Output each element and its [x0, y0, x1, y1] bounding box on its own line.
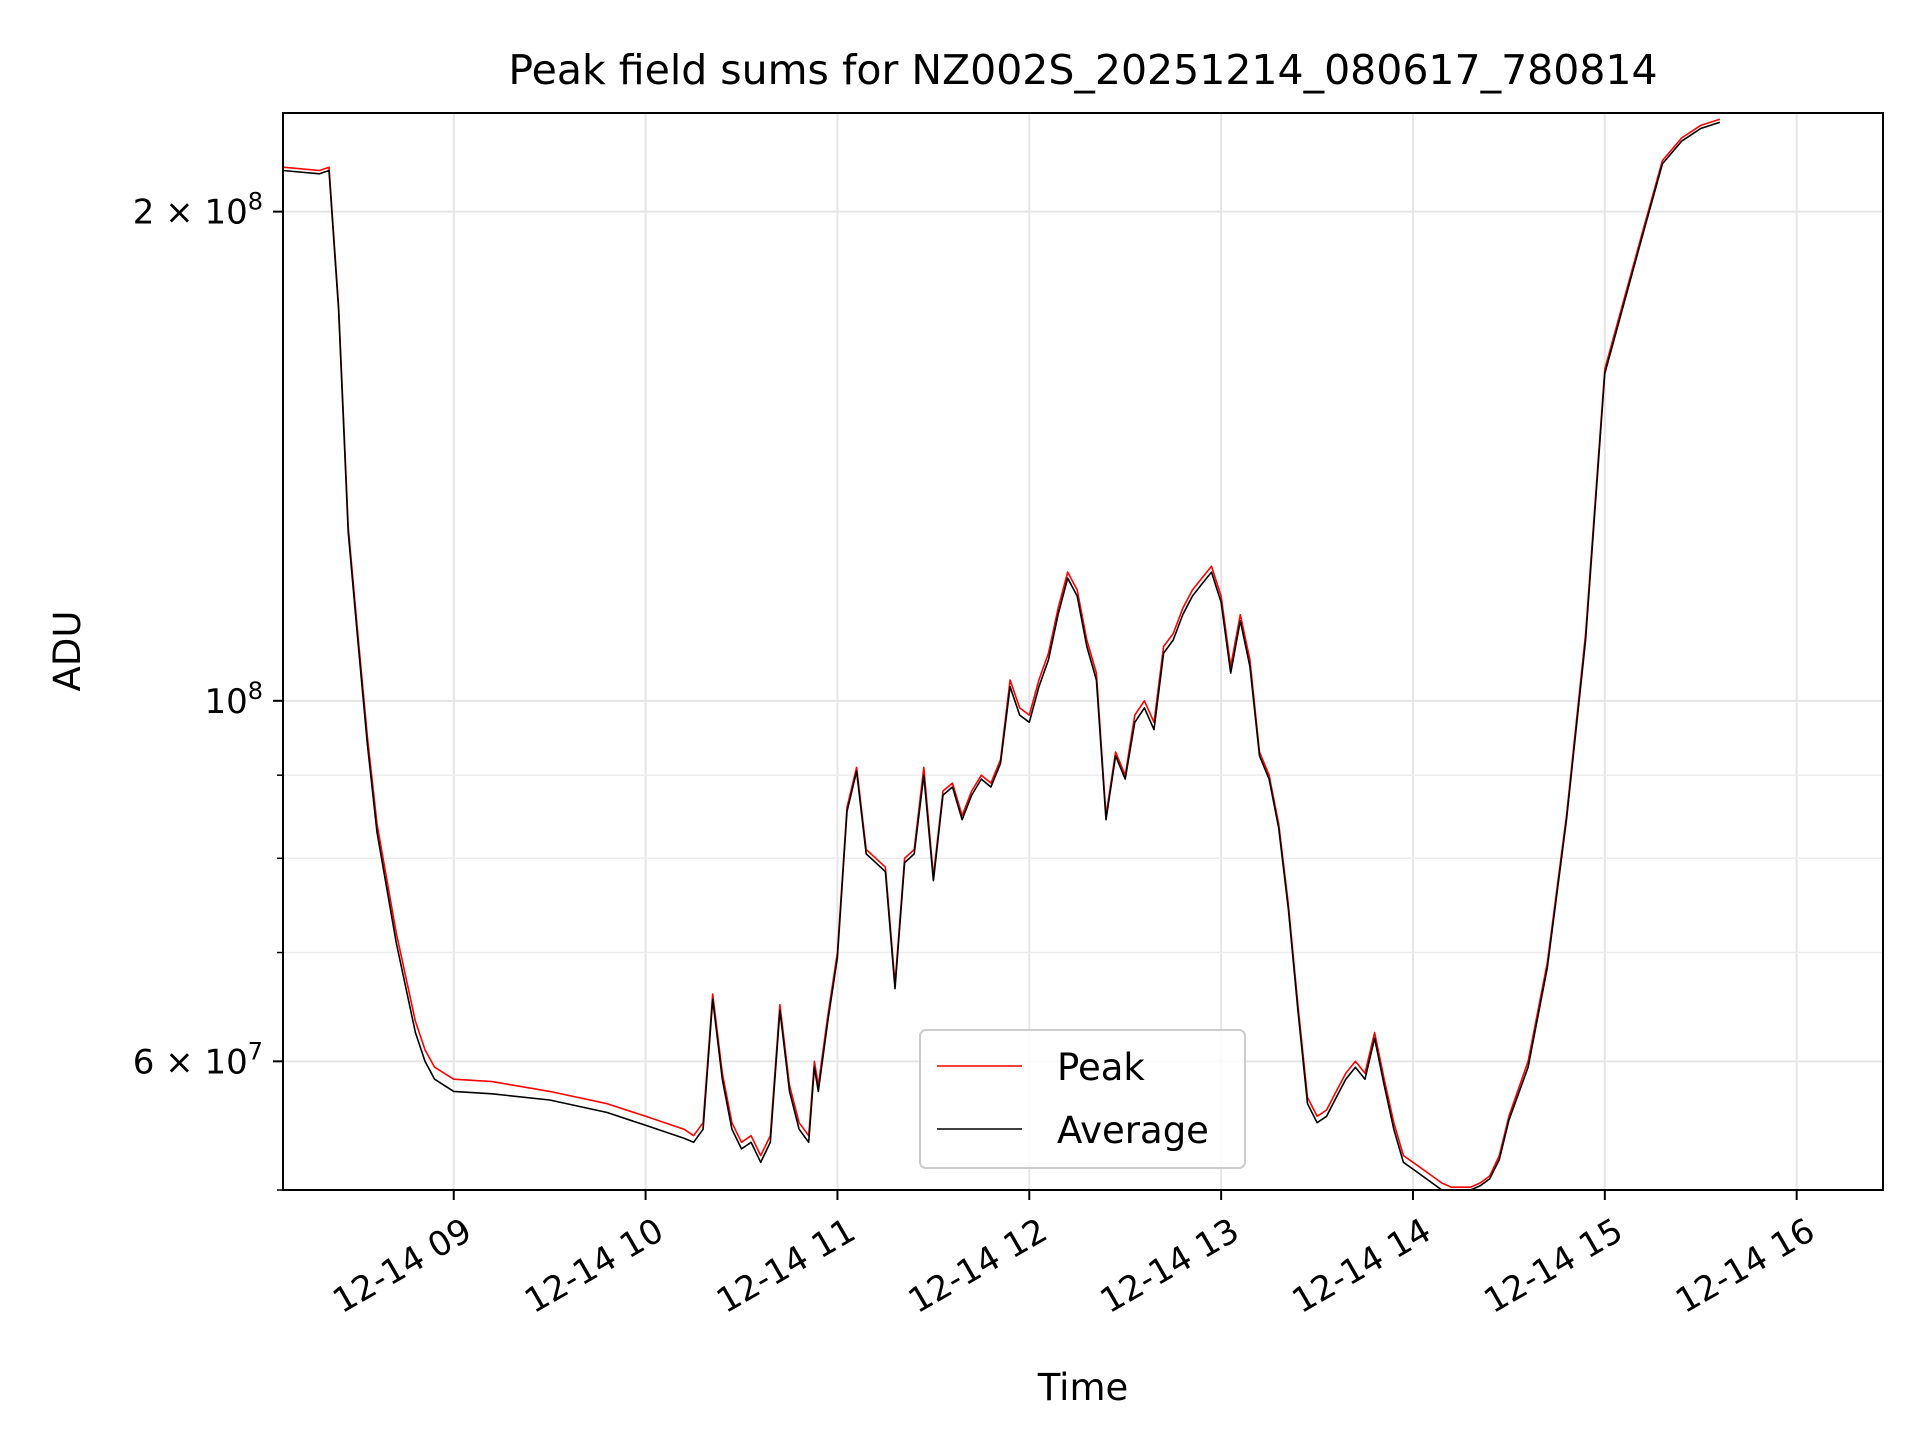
y-tick-label: 2 × 108: [133, 188, 263, 233]
series-line-peak: [282, 118, 1721, 1188]
legend: Peak Average: [919, 1029, 1246, 1169]
y-tick-label: 6 × 107: [133, 1037, 263, 1082]
plot-frame: [282, 112, 1884, 1191]
chart-title: Peak field sums for NZ002S_20251214_0806…: [508, 46, 1657, 94]
y-tick-label: 108: [204, 677, 263, 722]
legend-average-label: Average: [1057, 1109, 1209, 1152]
y-axis-label: ADU: [46, 611, 89, 692]
series-layer: [282, 118, 1721, 1191]
legend-box: [919, 1029, 1246, 1169]
series-line-average: [282, 121, 1721, 1191]
legend-peak-label: Peak: [1057, 1046, 1145, 1089]
x-axis-label: Time: [1037, 1366, 1129, 1409]
